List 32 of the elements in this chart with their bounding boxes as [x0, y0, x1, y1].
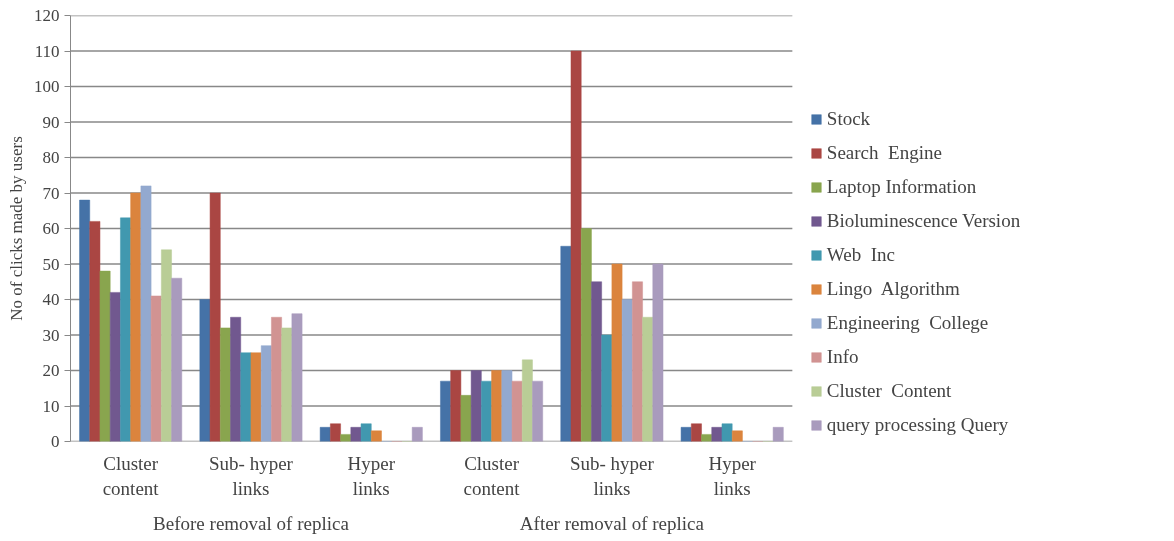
- legend-label: Search Engine: [826, 142, 942, 164]
- legend-label: Cluster Content: [826, 380, 952, 402]
- y-tick-label: 100: [34, 77, 60, 96]
- y-tick-label: 20: [42, 361, 60, 380]
- y-tick-label: 50: [42, 254, 60, 274]
- legend-label: Lingo Algorithm: [826, 278, 960, 300]
- x-tick-label: Sub- hyper links: [569, 452, 655, 499]
- legend-label: Laptop Information: [826, 176, 977, 198]
- legend-label: Web Inc: [826, 244, 895, 266]
- legend-label: Engineering College: [826, 312, 989, 334]
- y-tick-label: 90: [42, 112, 60, 132]
- x-tick-label: Cluster content: [102, 452, 160, 499]
- y-tick-label: 110: [34, 41, 60, 61]
- legend-label: Info: [826, 346, 859, 368]
- x-tick-label: Hyper links: [708, 452, 757, 499]
- legend-label: Bioluminescence Version: [826, 210, 1021, 232]
- text: Before removal of replica: [153, 512, 350, 534]
- y-tick-label: 40: [42, 290, 60, 309]
- y-tick-label: 120: [34, 6, 60, 25]
- legend-label: Stock: [826, 108, 871, 130]
- legend-label: query processing Query: [826, 414, 1009, 436]
- x-tick-label: Sub- hyper links: [209, 452, 294, 499]
- y-tick-label: 80: [42, 148, 60, 167]
- y-tick-label: 30: [42, 325, 60, 345]
- x-tick-label: Cluster content: [463, 452, 521, 499]
- x-tick-label: Hyper links: [347, 452, 396, 499]
- y-tick-label: 70: [42, 183, 60, 203]
- y-tick-label: 60: [42, 219, 60, 238]
- text: After removal of replica: [519, 512, 705, 534]
- y-axis-title: No of clicks made by users: [7, 136, 26, 321]
- y-tick-label: 0: [51, 432, 60, 451]
- y-tick-label: 10: [42, 396, 60, 416]
